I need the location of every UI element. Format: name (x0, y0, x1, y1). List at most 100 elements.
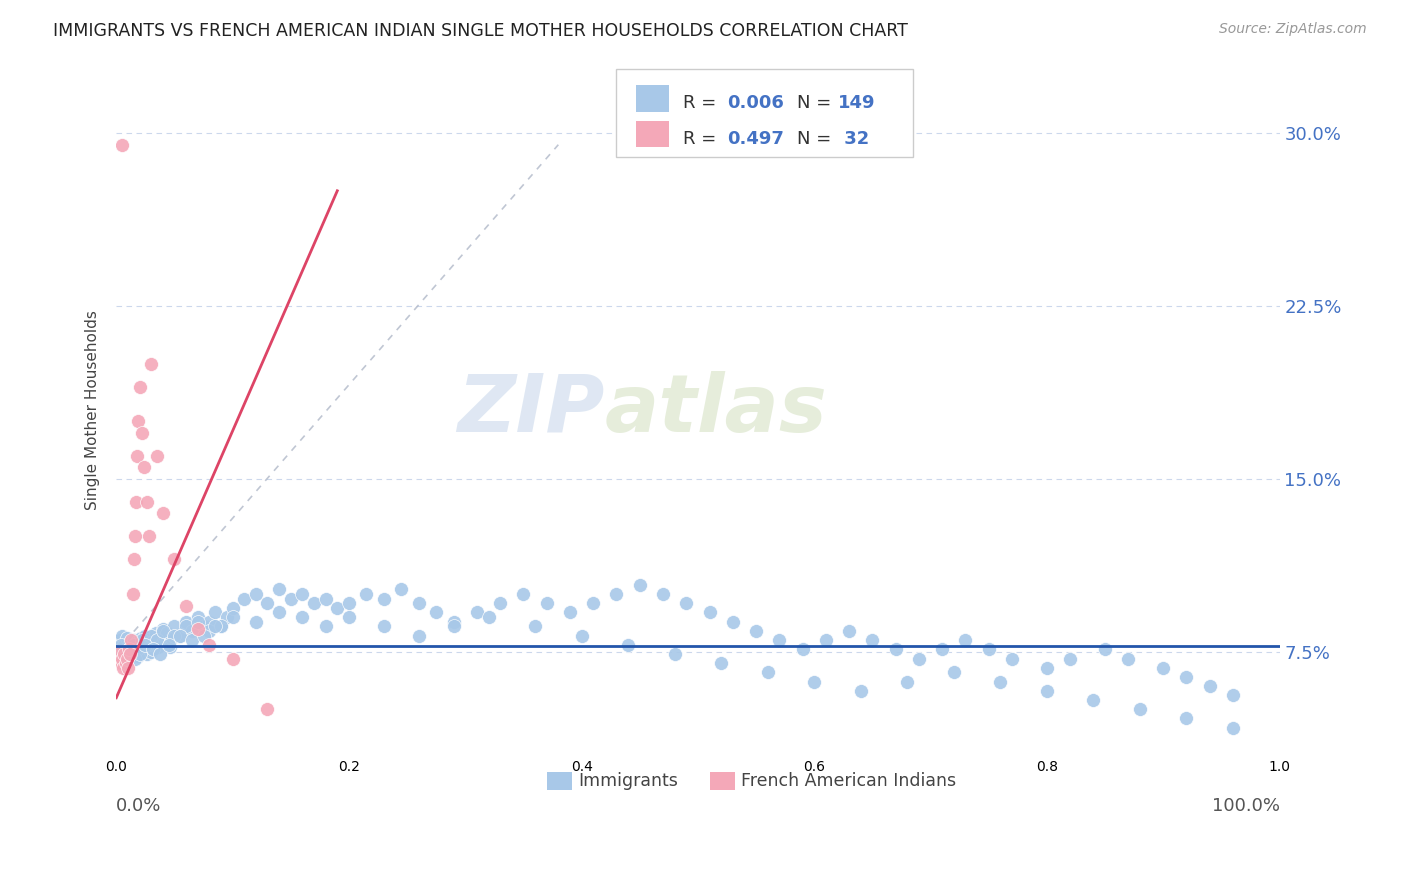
Point (209, 619, 232, 633)
Point (131, 425, 153, 440)
Point (524, 619, 547, 633)
Point (127, 635, 149, 649)
Point (138, 529, 160, 543)
Point (193, 628, 215, 642)
Point (111, 137, 134, 152)
Text: Source: ZipAtlas.com: Source: ZipAtlas.com (1219, 22, 1367, 37)
Point (221, 610, 243, 624)
Point (110, 656, 132, 670)
Point (128, 640, 150, 654)
Bar (637, 120, 669, 147)
Text: French American Indians: French American Indians (741, 772, 956, 790)
Point (1129, 702, 1152, 716)
Point (269, 582, 291, 597)
Point (135, 638, 157, 652)
Point (134, 460, 156, 475)
Point (122, 552, 145, 566)
Point (931, 642, 953, 657)
Point (465, 606, 488, 620)
Point (112, 647, 135, 661)
Point (245, 615, 267, 629)
Point (908, 651, 931, 665)
Point (141, 357, 163, 371)
Point (180, 624, 202, 638)
Point (256, 702, 278, 716)
Point (838, 624, 860, 638)
Point (326, 600, 349, 615)
Point (117, 642, 139, 657)
Point (489, 596, 512, 610)
Point (605, 587, 627, 601)
Point (209, 619, 232, 633)
Point (122, 638, 145, 652)
Point (169, 628, 191, 642)
Point (269, 606, 291, 620)
Point (128, 379, 150, 393)
Bar (710, 772, 735, 790)
Point (124, 651, 146, 665)
Point (204, 606, 226, 620)
Point (110, 642, 132, 657)
Point (114, 651, 136, 665)
Point (315, 591, 337, 606)
Point (977, 642, 1000, 657)
Point (120, 647, 142, 661)
Text: 149: 149 (838, 95, 875, 112)
Point (115, 651, 138, 665)
Point (512, 587, 534, 601)
Point (120, 633, 142, 648)
Point (536, 596, 558, 610)
Point (163, 619, 186, 633)
Point (896, 674, 918, 689)
Point (120, 647, 142, 661)
Text: N =: N = (797, 129, 837, 148)
Point (988, 674, 1011, 689)
Point (174, 615, 197, 629)
Point (315, 619, 337, 633)
Point (204, 619, 226, 633)
Point (628, 578, 651, 592)
Point (127, 649, 149, 664)
Point (942, 665, 965, 680)
Text: ZIP: ZIP (457, 371, 605, 449)
Point (114, 645, 136, 659)
Point (408, 628, 430, 642)
Point (245, 587, 267, 601)
Text: 0.497: 0.497 (727, 129, 785, 148)
Point (112, 647, 135, 661)
Point (198, 638, 221, 652)
Point (721, 615, 744, 629)
Y-axis label: Single Mother Households: Single Mother Households (86, 310, 100, 509)
Point (153, 635, 176, 649)
Point (159, 640, 181, 654)
Point (215, 610, 238, 624)
Point (1175, 711, 1198, 725)
Point (121, 587, 143, 601)
Point (131, 645, 153, 659)
Point (221, 600, 243, 615)
Point (849, 683, 872, 698)
Point (146, 633, 169, 648)
FancyBboxPatch shape (616, 69, 912, 157)
Point (803, 674, 825, 689)
Point (860, 633, 883, 648)
Bar (547, 772, 572, 790)
Point (125, 495, 148, 509)
Point (664, 647, 686, 661)
Point (389, 582, 412, 597)
Point (1083, 693, 1105, 707)
Point (756, 665, 779, 680)
Text: Immigrants: Immigrants (578, 772, 678, 790)
Point (814, 633, 837, 648)
Point (425, 606, 447, 620)
Point (1036, 661, 1059, 675)
Point (477, 610, 499, 624)
Point (1198, 679, 1220, 693)
Text: 0.006: 0.006 (727, 95, 785, 112)
Point (156, 626, 179, 640)
Point (111, 628, 134, 642)
Point (125, 642, 148, 657)
Point (121, 640, 143, 654)
Point (131, 633, 153, 648)
Point (118, 649, 141, 664)
